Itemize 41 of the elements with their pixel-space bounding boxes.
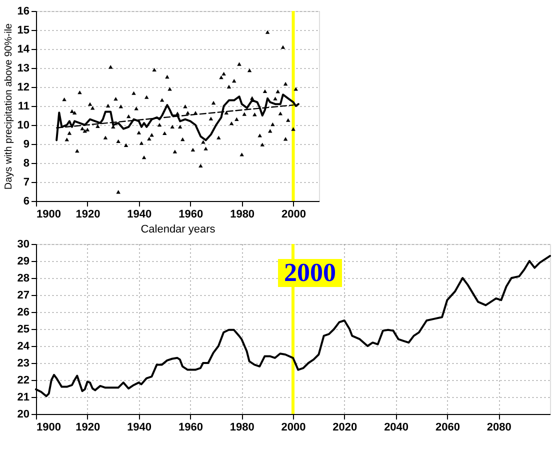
x-tick-label: 2000 [282,208,306,220]
y-tick-label: 15 [17,24,30,36]
x-tick-label: 1900 [36,208,61,220]
y-tick-label: 20 [17,408,30,420]
y-tick-label: 11 [18,100,30,112]
y-tick-label: 6 [23,196,30,208]
y-tick-label: 23 [17,358,30,370]
y-tick-label: 25 [17,324,30,336]
x-tick-label: 1920 [76,422,100,434]
x-axis-title: Calendar years [140,224,216,236]
x-tick-label: 2060 [435,422,460,434]
y-tick-label: 24 [17,340,30,352]
y-tick-label: 12 [17,82,30,94]
x-tick-label: 1980 [230,208,255,220]
y-tick-label: 30 [17,238,30,250]
y-tick-label: 16 [17,6,30,18]
y-tick-label: 21 [17,392,30,404]
x-tick-label: 1960 [178,208,204,220]
y-tick-label: 9 [23,138,30,150]
y-tick-label: 28 [17,272,30,284]
y-tick-label: 29 [17,256,30,268]
y-tick-label: 14 [17,44,30,56]
x-tick-label: 1940 [127,422,152,434]
x-tick-label: 1980 [230,422,254,434]
x-tick-label: 1940 [127,208,152,220]
y-tick-label: 26 [17,306,30,318]
x-tick-label: 1960 [178,422,203,434]
y-tick-label: 10 [17,120,30,132]
y-tick-label: 7 [23,176,30,188]
x-tick-label: 1920 [76,208,100,220]
x-tick-label: 2020 [332,422,358,434]
x-tick-label: 2000 [281,422,306,434]
x-tick-label: 1900 [36,422,61,434]
y-tick-label: 27 [17,290,30,302]
x-tick-label: 2080 [486,422,512,434]
ref-line-label: 2000 [284,258,336,287]
y-axis-title: Days with precipitation above 90%-ile [3,22,14,190]
y-tick-label: 22 [17,374,30,386]
x-tick-label: 2040 [384,422,409,434]
y-tick-label: 13 [17,62,30,74]
y-tick-label: 8 [23,158,30,170]
